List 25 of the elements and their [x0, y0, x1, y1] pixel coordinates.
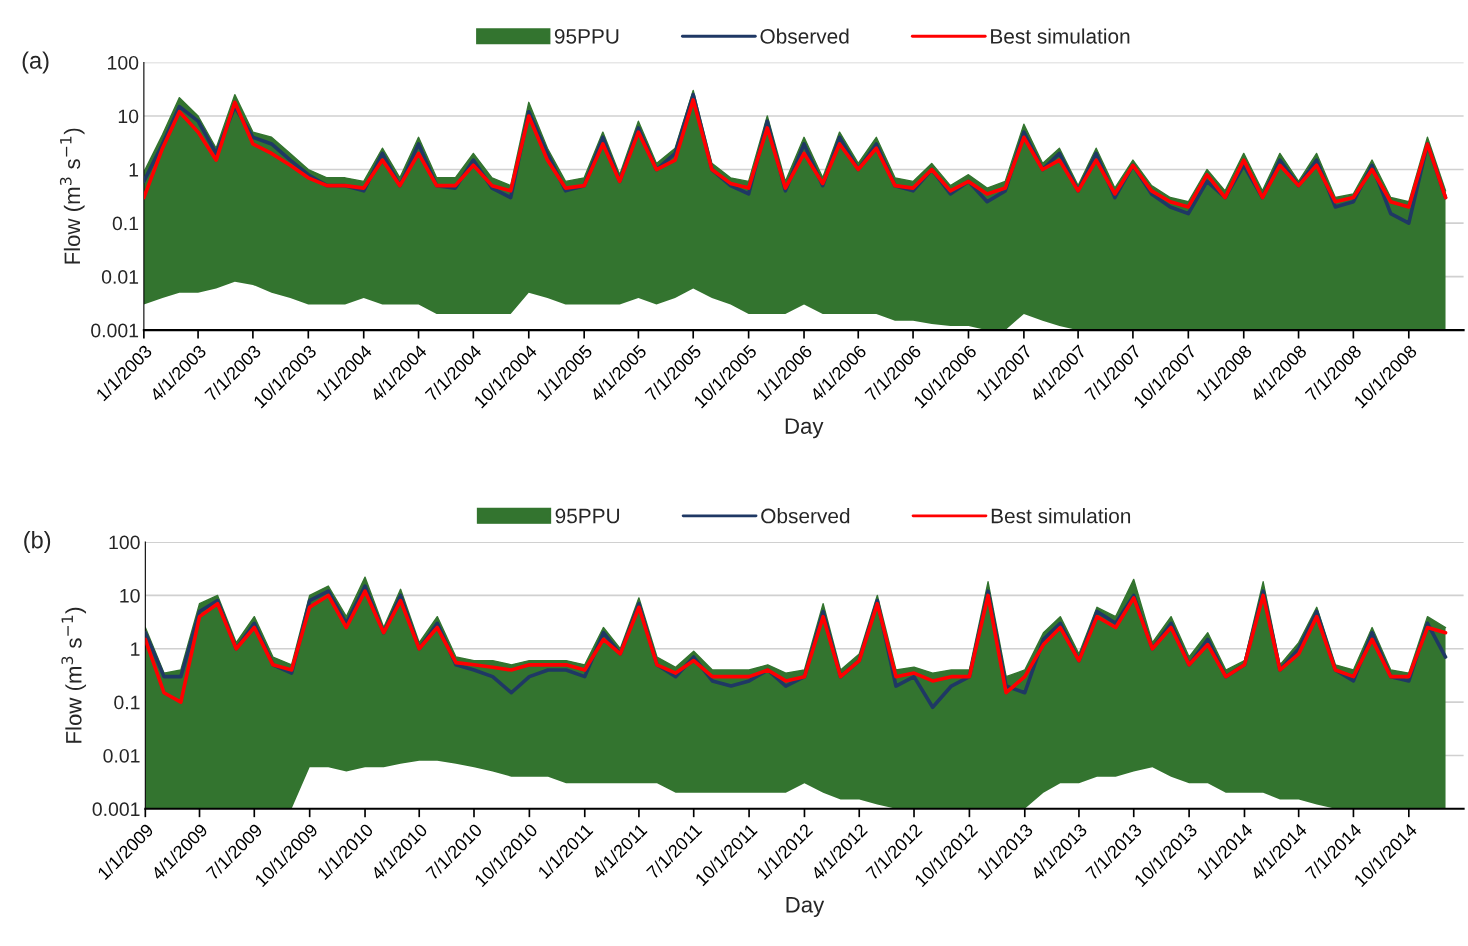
y-tick-label: 0.01 [101, 270, 139, 284]
chart-title: (a) [22, 51, 49, 74]
line-series [143, 98, 1448, 209]
legend-label: Observed [761, 508, 850, 524]
y-tick-label: 10 [120, 588, 140, 603]
y-tick-label: 100 [108, 55, 139, 70]
legend-label: 95PPU [555, 508, 620, 524]
legend-label: Observed [760, 28, 849, 44]
y-tick-label: 10 [118, 109, 139, 124]
y-tick-label: 0.001 [92, 802, 140, 817]
x-axis-title: Day [785, 418, 824, 439]
legend-label: 95PPU [554, 28, 619, 44]
y-axis-title: Flow (m$^{3}$ s$^{−1}$) [61, 607, 87, 743]
legend-label: Best simulation [991, 508, 1131, 524]
y-axis-title: Flow (m$^{3}$ s$^{−1}$) [59, 128, 85, 264]
y-tick-label: 1 [131, 642, 140, 656]
y-tick-label: 0.1 [112, 216, 139, 231]
legend-label: Best simulation [991, 28, 1130, 44]
x-axis-title: Day [786, 897, 825, 917]
y-tick-label: 0.001 [91, 323, 139, 338]
y-tick-label: 0.1 [114, 695, 140, 710]
y-tick-label: 100 [109, 535, 140, 550]
y-tick-label: 1 [129, 163, 139, 177]
chart-title: (b) [24, 531, 51, 554]
y-tick-label: 0.01 [103, 748, 140, 763]
